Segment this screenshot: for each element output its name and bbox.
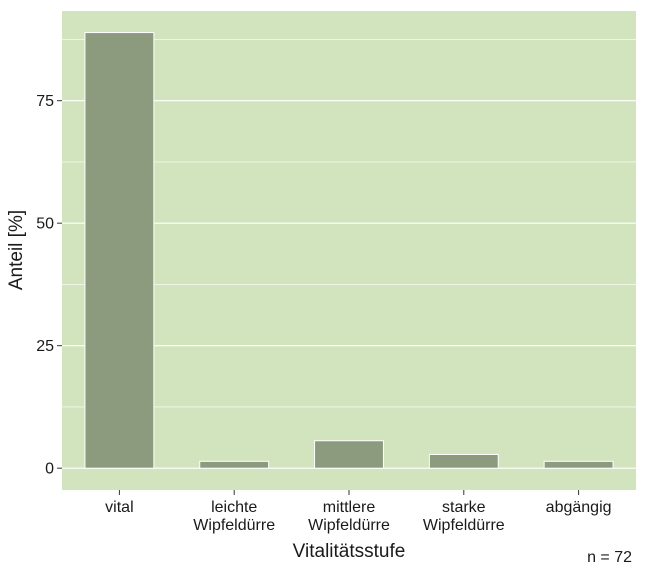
y-axis-title: Anteil [%]	[6, 210, 27, 290]
x-axis-title: Vitalitätsstufe	[293, 541, 406, 562]
bar	[199, 460, 270, 469]
y-tick-label: 50	[36, 216, 54, 233]
x-tick-label: starke Wipfeldürre	[423, 499, 505, 534]
gridlines	[62, 39, 636, 469]
sample-size-note: n = 72	[587, 549, 632, 566]
plot-panel	[62, 11, 636, 490]
y-tick-label: 25	[36, 338, 54, 355]
bar	[428, 453, 499, 469]
bar	[543, 460, 614, 469]
x-tick-label: mittlere Wipfeldürre	[308, 499, 390, 534]
x-axis: vital leichte Wipfeldürre mittlere Wipfeldür…	[105, 490, 612, 534]
bar	[84, 32, 155, 469]
x-tick-label: vital	[105, 499, 133, 516]
bars	[84, 32, 614, 469]
y-tick-label: 75	[36, 93, 54, 110]
y-axis: 0 25 50 75	[36, 93, 62, 478]
x-tick-label: abgängig	[546, 499, 612, 516]
y-tick-label: 0	[45, 461, 54, 478]
bar	[314, 440, 384, 469]
x-tick-label: leichte Wipfeldürre	[193, 499, 275, 534]
